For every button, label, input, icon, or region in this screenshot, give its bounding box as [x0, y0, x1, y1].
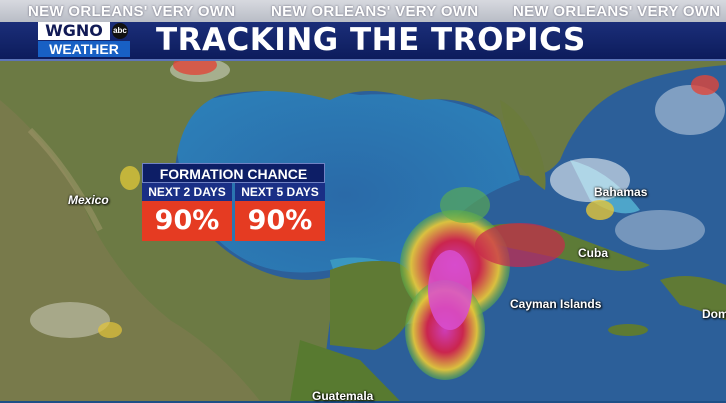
formation-value-5day: 90%: [235, 201, 325, 241]
logo-subtitle: WEATHER: [38, 41, 130, 57]
station-logo: WGNO abc WEATHER: [38, 22, 134, 57]
page-title: TRACKING THE TROPICS: [156, 22, 586, 58]
formation-header: FORMATION CHANCE: [142, 163, 325, 183]
formation-value-2day: 90%: [142, 201, 232, 241]
map-label-dom: Dom: [702, 307, 726, 321]
ticker-text: NEW ORLEANS' VERY OWN: [513, 3, 721, 20]
map-label-mexico: Mexico: [68, 193, 109, 207]
ticker-bar: NEW ORLEANS' VERY OWN NEW ORLEANS' VERY …: [0, 0, 726, 22]
formation-chance-panel: FORMATION CHANCE NEXT 2 DAYS NEXT 5 DAYS…: [142, 163, 325, 241]
map-label-guatemala: Guatemala: [312, 389, 374, 403]
ticker-text: NEW ORLEANS' VERY OWN: [271, 3, 479, 20]
map-label-cuba: Cuba: [578, 246, 608, 260]
formation-label-5day: NEXT 5 DAYS: [235, 183, 325, 201]
map-label-cayman: Cayman Islands: [510, 297, 602, 311]
ticker-text: NEW ORLEANS' VERY OWN: [28, 3, 236, 20]
station-name: WGNO: [38, 22, 110, 40]
formation-label-2day: NEXT 2 DAYS: [142, 183, 232, 201]
network-logo: abc: [112, 23, 128, 39]
map-label-bahamas: Bahamas: [594, 185, 648, 199]
